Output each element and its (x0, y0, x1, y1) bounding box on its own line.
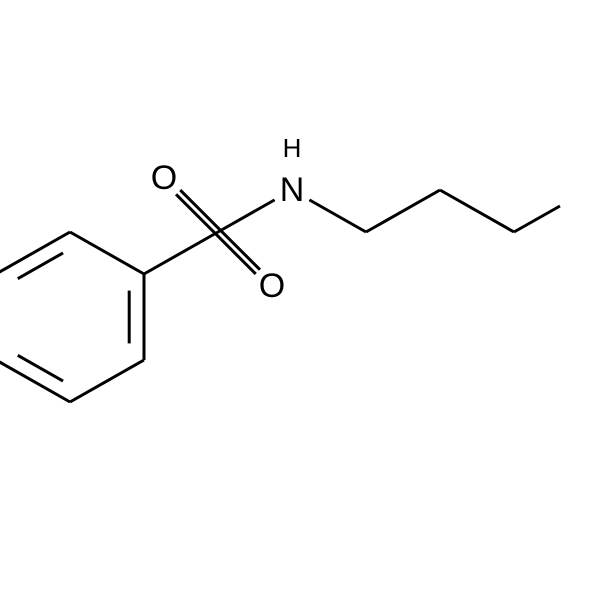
molecule-diagram: O O NH (0, 0, 600, 600)
atom-label-n: N (280, 171, 305, 209)
atom-label-o1: O (151, 159, 177, 197)
atom-label-o2: O (259, 267, 285, 305)
atom-label-h: H (283, 133, 302, 163)
